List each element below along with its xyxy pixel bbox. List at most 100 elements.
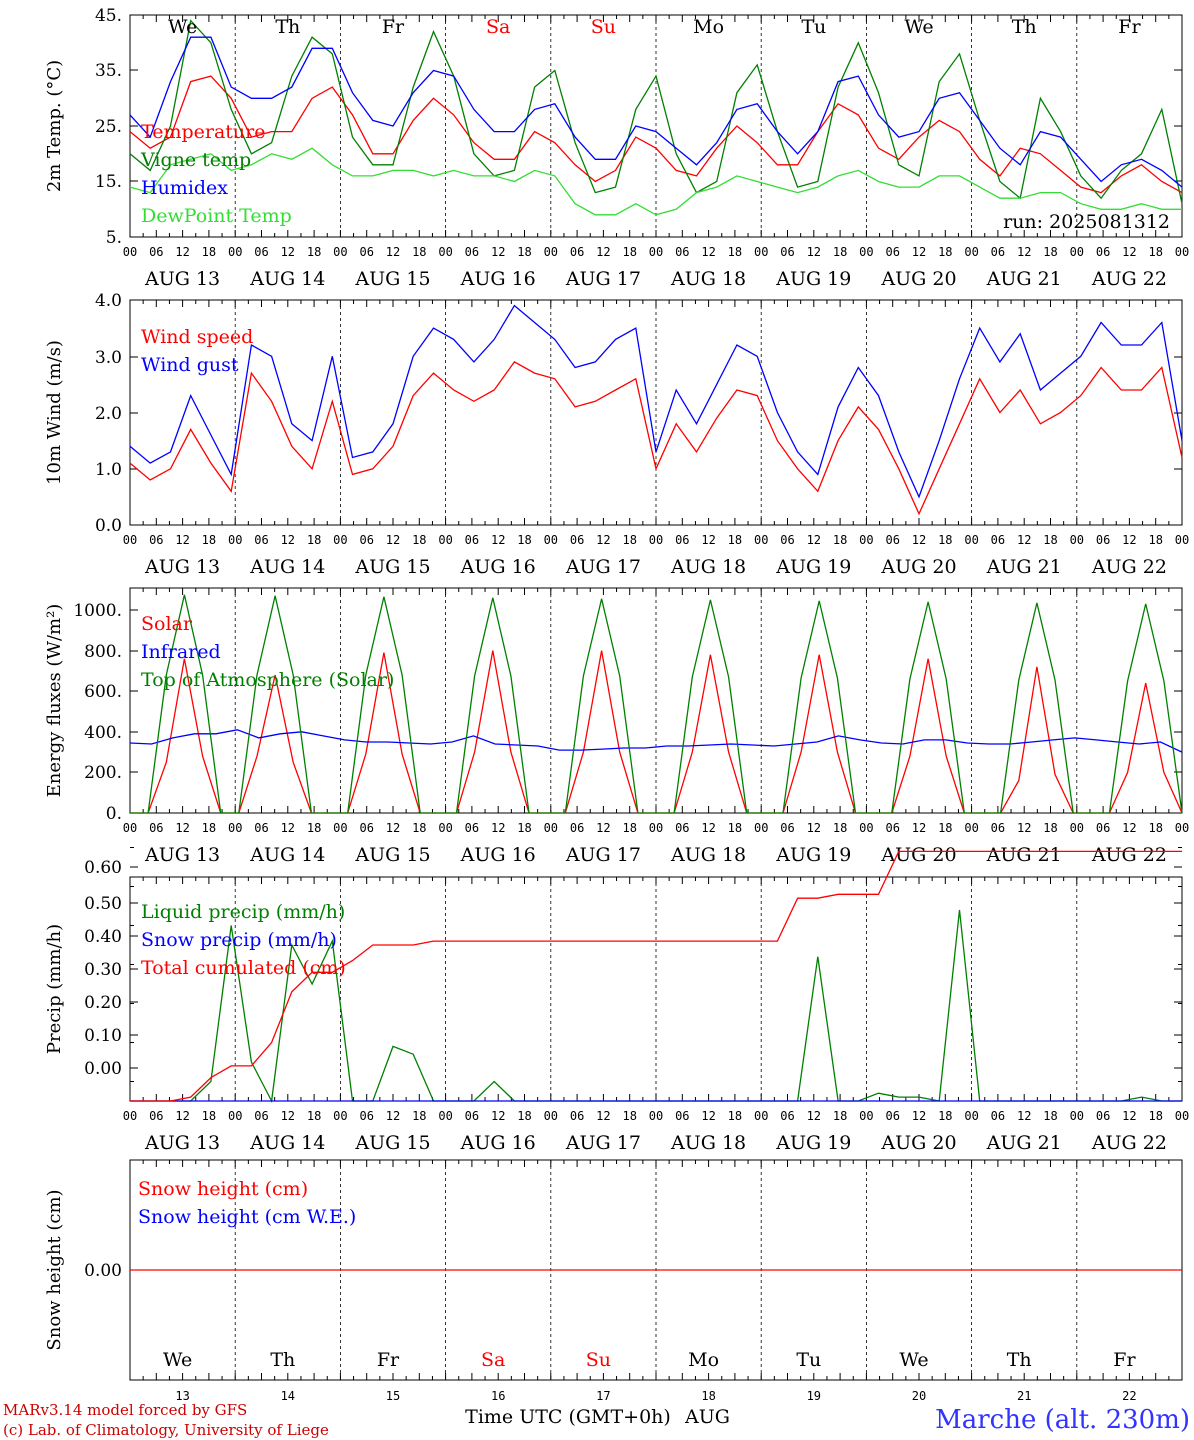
- x-hour-label: 18: [412, 821, 426, 835]
- x-date-label: AUG 20: [880, 268, 956, 290]
- x-date-label: AUG 13: [144, 844, 220, 866]
- x-hour-label: 12: [386, 245, 400, 259]
- y-tick-label: 0.60: [84, 858, 122, 878]
- x-hour-label: 06: [149, 533, 163, 547]
- x-hour-label: 12: [1122, 1109, 1136, 1123]
- x-date-label: AUG 16: [460, 556, 536, 578]
- x-hour-label: 06: [1096, 1109, 1110, 1123]
- x-hour-label: 00: [649, 821, 663, 835]
- x-hour-label: 06: [675, 1109, 689, 1123]
- x-hour-label: 06: [885, 821, 899, 835]
- day-number-label: 14: [281, 1389, 295, 1403]
- x-hour-label: 00: [1070, 245, 1084, 259]
- x-date-label: AUG 20: [880, 1132, 956, 1154]
- y-tick-label: 0.30: [84, 960, 122, 980]
- y-tick-label: 5.: [106, 228, 122, 248]
- y-tick-label: 1.0: [95, 460, 122, 480]
- x-hour-label: 18: [517, 533, 531, 547]
- x-hour-label: 00: [228, 1109, 242, 1123]
- x-date-label: AUG 22: [1091, 268, 1167, 290]
- x-hour-label: 12: [281, 821, 295, 835]
- x-hour-label: 06: [570, 245, 584, 259]
- x-hour-label: 06: [570, 533, 584, 547]
- x-hour-label: 18: [728, 821, 742, 835]
- x-hour-label: 18: [202, 1109, 216, 1123]
- x-hour-label: 00: [754, 245, 768, 259]
- x-hour-label: 06: [675, 533, 689, 547]
- x-hour-label: 12: [596, 821, 610, 835]
- day-name-label: Fr: [1118, 16, 1141, 38]
- legend-entry: Snow precip (mm/h): [141, 929, 337, 951]
- y-tick-label: 200.: [84, 763, 122, 783]
- x-hour-label: 18: [833, 821, 847, 835]
- x-hour-label: 06: [991, 821, 1005, 835]
- x-hour-label: 00: [1070, 533, 1084, 547]
- x-date-label: AUG 14: [249, 556, 325, 578]
- x-date-label: AUG 18: [670, 268, 746, 290]
- x-hour-label: 00: [228, 533, 242, 547]
- x-hour-label: 12: [1122, 245, 1136, 259]
- x-hour-label: 06: [675, 821, 689, 835]
- x-hour-label: 12: [175, 821, 189, 835]
- x-hour-label: 00: [333, 533, 347, 547]
- day-name-label: Su: [586, 1349, 611, 1371]
- x-hour-label: 12: [175, 1109, 189, 1123]
- x-hour-label: 00: [964, 245, 978, 259]
- y-tick-label: 400.: [84, 723, 122, 743]
- x-hour-label: 18: [307, 533, 321, 547]
- x-hour-label: 18: [202, 533, 216, 547]
- x-hour-label: 00: [228, 245, 242, 259]
- x-date-label: AUG 15: [354, 844, 430, 866]
- y-tick-label: 0.: [106, 804, 122, 824]
- x-hour-label: 18: [938, 533, 952, 547]
- x-hour-label: 00: [1175, 1109, 1189, 1123]
- x-hour-label: 00: [859, 821, 873, 835]
- series-line-top-of-atmosphere-solar: [130, 594, 1183, 814]
- day-name-label: Su: [591, 16, 616, 38]
- x-date-label: AUG 22: [1091, 844, 1167, 866]
- series-line-total-cumulated-cm: [130, 850, 1182, 1102]
- series-line-wind-speed: [129, 361, 1183, 516]
- x-hour-label: 18: [307, 821, 321, 835]
- x-hour-label: 06: [1096, 245, 1110, 259]
- x-date-label: AUG 15: [354, 1132, 430, 1154]
- y-tick-label: 0.40: [84, 927, 122, 947]
- x-hour-label: 12: [175, 533, 189, 547]
- day-number-label: 20: [912, 1389, 926, 1403]
- model-credit: MARv3.14 model forced by GFS: [3, 1401, 247, 1419]
- day-number-label: 16: [491, 1389, 505, 1403]
- x-hour-label: 06: [885, 1109, 899, 1123]
- x-hour-label: 00: [754, 821, 768, 835]
- legend-entry: Top of Atmosphere (Solar): [141, 669, 394, 691]
- station-label: Marche (alt. 230m): [935, 1405, 1190, 1435]
- day-name-label: Fr: [382, 16, 405, 38]
- x-hour-label: 12: [1017, 533, 1031, 547]
- day-number-label: 22: [1122, 1389, 1136, 1403]
- x-hour-label: 06: [780, 245, 794, 259]
- x-hour-label: 18: [1148, 821, 1162, 835]
- x-hour-label: 18: [1148, 1109, 1162, 1123]
- x-hour-label: 06: [1096, 533, 1110, 547]
- x-hour-label: 12: [1017, 821, 1031, 835]
- series-line-infrared: [129, 729, 1183, 753]
- x-date-label: AUG 14: [249, 268, 325, 290]
- series-line-temperature: [129, 75, 1183, 194]
- x-hour-label: 00: [228, 821, 242, 835]
- x-hour-label: 06: [1096, 821, 1110, 835]
- day-number-label: 21: [1017, 1389, 1031, 1403]
- legend-entry: Wind speed: [141, 326, 253, 348]
- x-hour-label: 12: [701, 245, 715, 259]
- x-hour-label: 12: [912, 533, 926, 547]
- x-hour-label: 00: [333, 245, 347, 259]
- x-hour-label: 12: [596, 533, 610, 547]
- day-name-label: Th: [1007, 1349, 1032, 1371]
- day-number-label: 19: [807, 1389, 821, 1403]
- x-date-label: AUG 17: [565, 268, 641, 290]
- x-date-label: AUG 18: [670, 844, 746, 866]
- panel-2: [129, 299, 1183, 526]
- y-tick-label: 3.0: [95, 348, 122, 368]
- legend-entry: Infrared: [141, 641, 221, 663]
- x-hour-label: 12: [1122, 821, 1136, 835]
- x-hour-label: 18: [938, 245, 952, 259]
